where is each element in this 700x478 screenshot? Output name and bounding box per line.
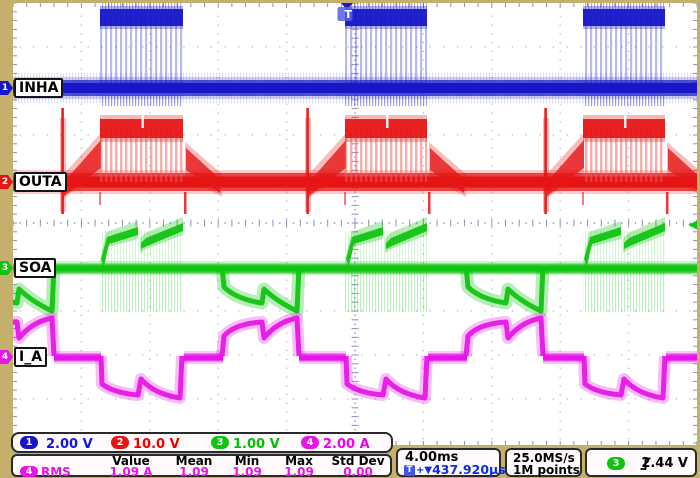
meas-max: 1.09 bbox=[284, 465, 314, 478]
svg-text:T: T bbox=[345, 8, 353, 21]
channel4-label: I_A bbox=[14, 347, 48, 367]
channel1-marker: 1 bbox=[0, 81, 13, 95]
meas-source-badge: 4 bbox=[20, 466, 38, 477]
channel2-label: OUTA bbox=[14, 172, 67, 192]
trigger-level: 2.44 V bbox=[641, 456, 688, 471]
channel4-badge: 4 bbox=[301, 436, 319, 449]
meas-header-stddev: Std Dev bbox=[331, 454, 385, 468]
channel3-scale: 1.00 V bbox=[233, 437, 280, 452]
trigger-position: T + ▼ 437.920µs bbox=[404, 462, 506, 477]
channel3-badge: 3 bbox=[211, 436, 229, 449]
meas-min: 1.09 bbox=[232, 465, 262, 478]
meas-name: RMS bbox=[41, 465, 71, 478]
channel1-label: INHA bbox=[14, 78, 64, 98]
timebase-scale: 4.00ms bbox=[405, 450, 459, 465]
channel3-label: SOA bbox=[14, 258, 57, 278]
trigger-t-icon: T bbox=[404, 464, 415, 476]
trigger-readout: 3 2.44 V bbox=[585, 448, 697, 477]
channel2-marker: 2 bbox=[0, 175, 13, 189]
sample-rate: 25.0MS/s bbox=[513, 451, 575, 465]
rising-edge-icon bbox=[640, 457, 651, 470]
channel4-marker: 4 bbox=[0, 350, 13, 364]
channel3-marker: 3 bbox=[0, 261, 13, 275]
channel1-scale: 2.00 V bbox=[46, 437, 93, 452]
acquisition-readout: 25.0MS/s 1M points bbox=[505, 448, 582, 477]
trigger-position-value: 437.920µs bbox=[432, 462, 506, 477]
channel2-scale: 10.0 V bbox=[133, 437, 180, 452]
meas-header-value: Value bbox=[112, 454, 150, 468]
channel2-badge: 2 bbox=[111, 436, 129, 449]
meas-header-max: Max bbox=[285, 454, 313, 468]
record-length: 1M points bbox=[513, 463, 580, 477]
channel4-scale: 2.00 A bbox=[323, 437, 370, 452]
trigger-source-badge: 3 bbox=[607, 457, 625, 470]
meas-header-mean: Mean bbox=[175, 454, 213, 468]
delay-arrow-icon: ▼ bbox=[424, 464, 433, 476]
measurement-readout: Value Mean Min Max Std Dev 4 RMS 1.09 A … bbox=[11, 454, 392, 478]
plus-glyph: + bbox=[416, 464, 425, 476]
vertical-scale-readout: 1 2.00 V 2 10.0 V 3 1.00 V 4 2.00 A bbox=[11, 432, 393, 453]
channel1-badge: 1 bbox=[20, 436, 38, 449]
timebase-readout: 4.00ms T + ▼ 437.920µs bbox=[396, 448, 506, 477]
meas-header-min: Min bbox=[234, 454, 260, 468]
meas-value: 1.09 A bbox=[109, 465, 153, 478]
meas-stddev: 0.00 bbox=[343, 465, 373, 478]
meas-mean: 1.09 bbox=[179, 465, 209, 478]
